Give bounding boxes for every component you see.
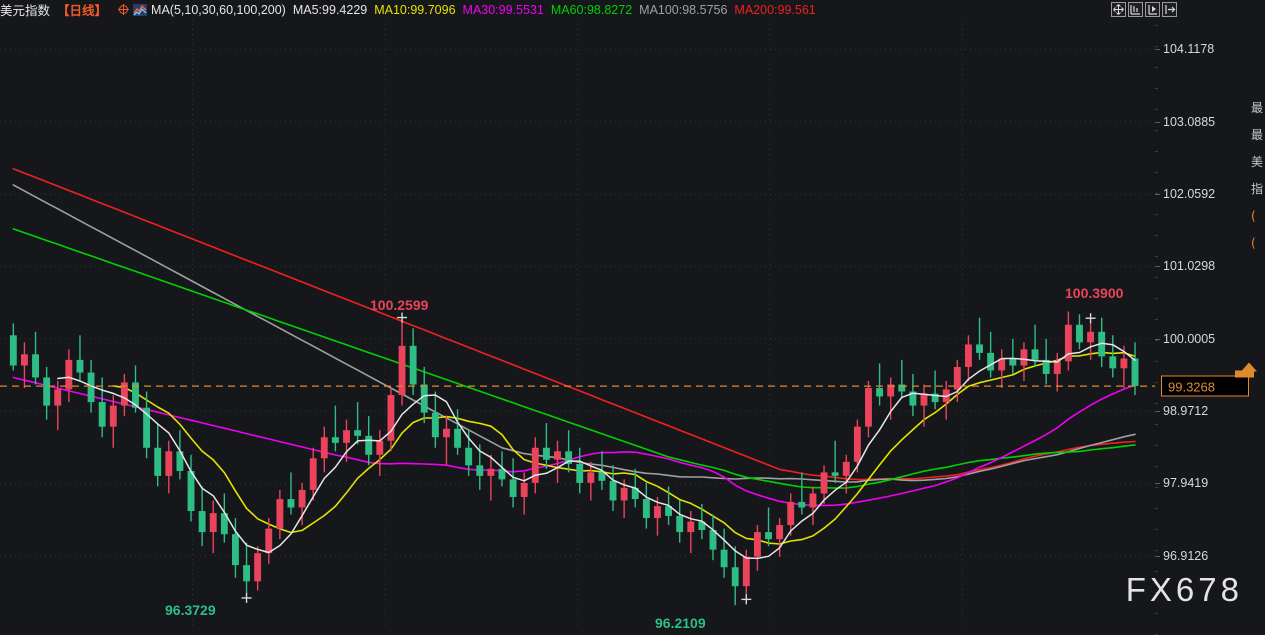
axis-tick [1155,194,1160,196]
axis-tick [1155,555,1160,557]
swing-low-label: 96.3729 [165,602,216,618]
axis-label: 101.0298 [1163,259,1216,274]
axis-minor-tick [1155,193,1158,194]
axis-minor-tick [1155,571,1158,572]
chart-header: 美元指数 【日线】 MA(5,10,30,60,100,200) MA5:99.… [0,0,1265,19]
axis-minor-tick [1155,403,1158,404]
ma5-legend: MA5:99.4229 [292,2,368,17]
ma200-legend: MA200:99.561 [734,2,816,17]
side-info-line: 指 [1251,182,1264,196]
axis-minor-tick [1155,319,1158,320]
current-price-tag[interactable]: 99.3268 [1161,375,1249,397]
axis-tick [1155,49,1160,51]
ma200-line [12,167,1136,481]
axis-minor-tick [1155,67,1158,68]
align-right-icon[interactable] [1145,2,1160,17]
extreme-markers [241,312,1096,605]
axis-minor-tick [1155,487,1158,488]
ma100-legend: MA100:98.5756 [639,2,728,17]
axis-label: 104.1178 [1163,42,1215,57]
axis-label: 97.9419 [1163,476,1209,491]
watermark: FX678 [1125,571,1243,608]
mini-chart-icon[interactable] [133,3,148,16]
side-info-column: 最最美指(( [1251,95,1265,257]
axis-minor-tick [1155,529,1158,530]
axis-label: 103.0885 [1163,114,1216,129]
axis-minor-tick [1155,550,1158,551]
axis-minor-tick [1155,130,1158,131]
axis-minor-tick [1155,592,1158,593]
price-tag-arrow [1241,362,1257,372]
ma5-line [57,342,1136,560]
axis-minor-tick [1155,466,1158,467]
indicator-name: MA(5,10,30,60,100,200) [151,2,286,17]
chart-gridlines [0,19,1155,627]
ma60-line [12,228,1136,489]
axis-tick [1155,121,1160,123]
ma30-line [12,376,1136,507]
axis-minor-tick [1155,340,1158,341]
symbol-name: 美元指数 [0,4,51,18]
move-icon[interactable] [1111,2,1126,17]
axis-minor-tick [1155,277,1158,278]
axis-minor-tick [1155,508,1158,509]
ma60-legend: MA60:98.8272 [550,2,633,17]
candlestick-series [9,311,1139,606]
ma30-legend: MA30:99.5531 [462,2,544,17]
axis-minor-tick [1155,361,1158,362]
axis-minor-tick [1155,445,1158,446]
axis-label: 98.9712 [1163,404,1209,419]
ma10-line [112,351,1136,545]
align-left-icon[interactable] [1128,2,1143,17]
axis-label: 96.9126 [1163,548,1209,563]
ma10-legend: MA10:99.7096 [374,2,456,17]
side-info-line: ( [1251,236,1256,250]
axis-minor-tick [1155,235,1158,236]
axis-minor-tick [1155,46,1158,47]
axis-label: 100.0005 [1163,331,1216,346]
axis-minor-tick [1155,613,1158,614]
axis-minor-tick [1155,25,1158,26]
axis-minor-tick [1155,172,1158,173]
side-info-line: 最 [1251,101,1264,115]
axis-tick [1155,411,1160,413]
axis-label: 102.0592 [1163,187,1216,202]
axis-minor-tick [1155,298,1158,299]
axis-minor-tick [1155,88,1158,89]
axis-minor-tick [1155,382,1158,383]
swing-low-label: 96.2109 [655,615,706,631]
swing-high-label: 100.2599 [370,297,429,313]
axis-minor-tick [1155,109,1158,110]
side-info-line: 最 [1251,128,1264,142]
exit-icon[interactable] [1162,2,1177,17]
price-tag-arrow-base [1235,370,1254,378]
side-info-line: ( [1251,209,1256,223]
axis-minor-tick [1155,214,1158,215]
axis-minor-tick [1155,256,1158,257]
ma100-line [12,184,1136,483]
axis-tick [1155,338,1160,340]
axis-minor-tick [1155,424,1158,425]
axis-tick [1155,483,1160,485]
price-axis[interactable]: 104.1178 103.0885 102.0592 101.0298 100.0005… [1155,19,1265,635]
swing-high-label: 100.3900 [1065,285,1124,301]
period-label: 【日线】 [57,4,108,18]
crosshair-icon[interactable] [118,4,130,15]
chart-toolbar [1111,2,1177,17]
axis-minor-tick [1155,151,1158,152]
price-chart-canvas[interactable] [0,19,1155,627]
side-info-line: 美 [1251,155,1264,169]
axis-tick [1155,266,1160,268]
